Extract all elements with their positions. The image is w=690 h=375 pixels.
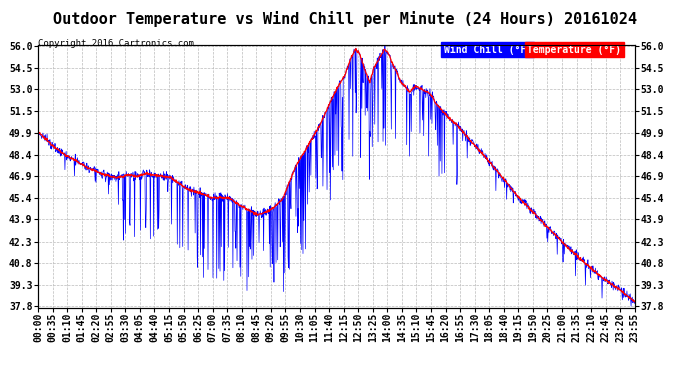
Text: Temperature (°F): Temperature (°F) [527, 45, 622, 55]
Text: Wind Chill (°F): Wind Chill (°F) [444, 45, 532, 55]
Text: Copyright 2016 Cartronics.com: Copyright 2016 Cartronics.com [38, 39, 194, 48]
Text: Outdoor Temperature vs Wind Chill per Minute (24 Hours) 20161024: Outdoor Temperature vs Wind Chill per Mi… [53, 11, 637, 27]
